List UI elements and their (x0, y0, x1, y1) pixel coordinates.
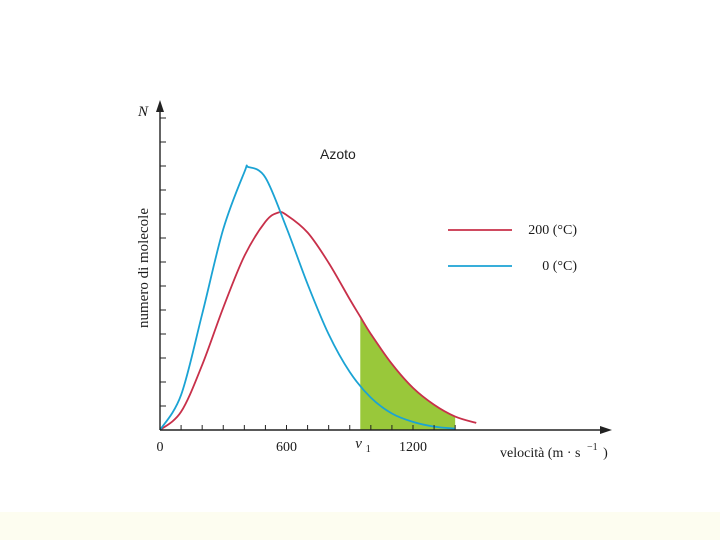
x-axis-arrow (600, 426, 612, 434)
shaded-area (360, 316, 456, 430)
footer-band (0, 512, 720, 540)
y-axis-symbol: N (137, 104, 149, 120)
x-axis-label-exponent: −1 (587, 442, 598, 453)
y-axis-arrow (156, 100, 164, 112)
x-tick-label: 600 (276, 440, 297, 455)
curve-layer (159, 164, 477, 431)
marker-label: v 1 (355, 436, 370, 455)
series-line-1 (159, 211, 477, 431)
chart-title: Azoto (320, 146, 356, 162)
y-axis-label: numero di molecole (136, 208, 152, 328)
shade-layer (360, 316, 456, 430)
x-axis-label-close: ) (603, 446, 608, 461)
marker-label-sub: 1 (366, 444, 371, 455)
x-axis-label: velocità (m · s −1 ) (500, 439, 608, 461)
y-ticks (160, 117, 166, 407)
x-tick-label: 0 (157, 440, 164, 455)
series-line-2 (159, 164, 456, 431)
x-tick-label: 1200 (399, 440, 427, 455)
legend: 200 (°C) 0 (°C) (448, 223, 577, 274)
marker-label-main: v (355, 436, 362, 452)
x-ticks: 0 600 1200 (157, 425, 456, 455)
legend-label-2: 0 (°C) (542, 259, 577, 274)
legend-label-1: 200 (°C) (528, 223, 577, 238)
x-axis-label-main: velocità (m · s (500, 446, 580, 461)
